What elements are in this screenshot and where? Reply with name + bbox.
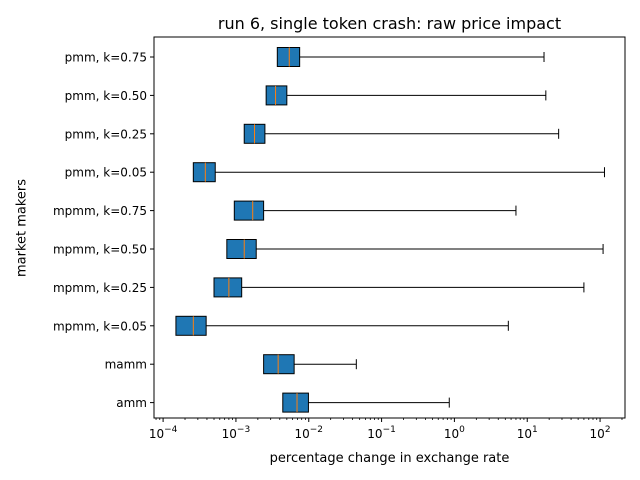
x-tick-label: 102 <box>590 425 611 441</box>
chart-title: run 6, single token crash: raw price imp… <box>218 14 561 33</box>
y-tick-label: pmm, k=0.05 <box>65 166 147 180</box>
box <box>233 200 265 221</box>
y-tick-label: mpmm, k=0.75 <box>53 204 147 218</box>
x-tick-label: 10−3 <box>222 425 251 441</box>
y-tick-label: mpmm, k=0.50 <box>53 243 147 257</box>
y-axis-label: market makers <box>15 179 30 277</box>
box <box>263 354 295 375</box>
box <box>282 392 309 413</box>
x-tick-label: 10−1 <box>367 425 396 441</box>
y-tick-label: amm <box>116 396 147 410</box>
box <box>213 277 243 298</box>
x-tick-label: 10−2 <box>294 425 323 441</box>
y-tick-label: pmm, k=0.75 <box>65 51 147 65</box>
y-tick-label: mpmm, k=0.05 <box>53 319 147 333</box>
x-tick-label: 100 <box>444 425 465 441</box>
y-tick-label: mamm <box>105 358 147 372</box>
plot-area: pmm, k=0.75 pmm, k=0.50 pmm, k=0.25 pmm, k=… <box>53 36 626 441</box>
x-tick-label: 10−4 <box>149 425 178 441</box>
x-tick-label: 101 <box>517 425 538 441</box>
axes-frame <box>153 36 626 419</box>
box <box>175 315 207 336</box>
box <box>265 85 288 106</box>
y-tick-label: pmm, k=0.25 <box>65 127 147 141</box>
y-tick-label: mpmm, k=0.25 <box>53 281 147 295</box>
box <box>192 162 216 183</box>
x-axis-label: percentage change in exchange rate <box>270 451 510 466</box>
box <box>226 239 257 259</box>
y-tick-label: pmm, k=0.50 <box>65 89 147 103</box>
box <box>276 47 301 67</box>
